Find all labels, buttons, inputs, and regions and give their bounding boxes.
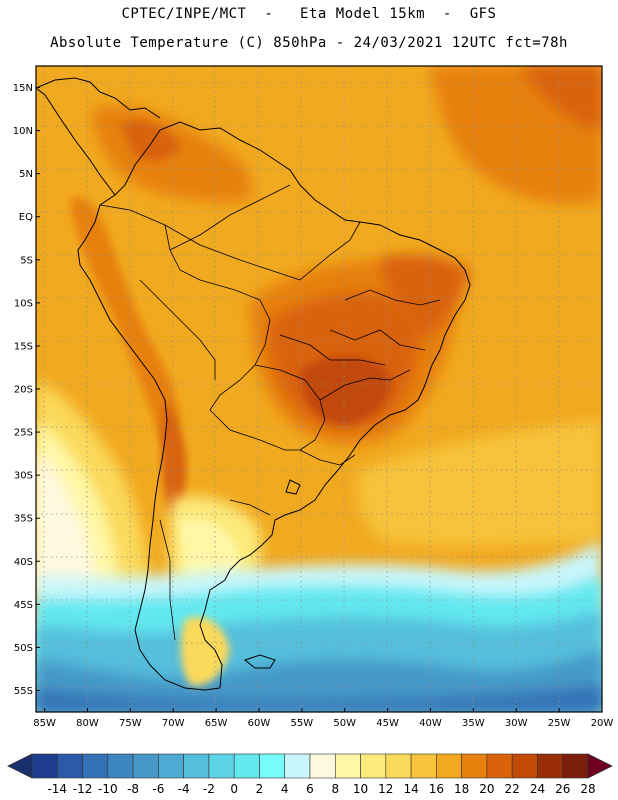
colorbar-swatch	[334, 753, 361, 779]
chart-title-line-1: CPTEC/INPE/MCT - Eta Model 15km - GFS	[121, 6, 497, 22]
lat-tick-label: 25S	[14, 428, 33, 439]
lat-tick-label: 10N	[13, 126, 33, 137]
lat-tick-label: 30S	[14, 471, 33, 482]
colorbar-label: 24	[530, 782, 545, 796]
lon-tick-label: 50W	[333, 718, 356, 729]
lon-tick-label: 65W	[205, 718, 228, 729]
colorbar-label: 20	[479, 782, 494, 796]
colorbar-swatch	[410, 753, 437, 779]
colorbar-swatch	[31, 753, 58, 779]
lat-tick-label: 20S	[14, 385, 33, 396]
colorbar-swatch	[486, 753, 513, 779]
lat-tick-label: 45S	[14, 600, 33, 611]
lon-tick-label: 55W	[291, 718, 314, 729]
lat-tick-label: 40S	[14, 557, 33, 568]
colorbar-swatch	[309, 753, 336, 779]
longitude-axis: 85W 80W 75W 70W 65W 60W 55W 50W 45W 40W 35W 30W 25W 2…	[33, 708, 613, 729]
colorbar-label: -2	[203, 782, 215, 796]
lon-tick-label: 70W	[162, 718, 185, 729]
lon-tick-label: 25W	[548, 718, 571, 729]
colorbar-swatch	[511, 753, 538, 779]
colorbar-label: -4	[178, 782, 190, 796]
lon-tick-label: 40W	[419, 718, 442, 729]
colorbar-label: 10	[353, 782, 368, 796]
colorbar-label: 26	[555, 782, 570, 796]
colorbar-label: -12	[73, 782, 93, 796]
lat-tick-label: 10S	[14, 298, 33, 309]
lon-tick-label: 85W	[33, 718, 56, 729]
colorbar-swatch	[107, 753, 134, 779]
lat-tick-label: 5N	[19, 169, 33, 180]
lat-tick-label: EQ	[19, 212, 33, 223]
colorbar-swatch	[360, 753, 387, 779]
lon-tick-label: 75W	[119, 718, 142, 729]
lon-tick-label: 20W	[591, 718, 614, 729]
colorbar-label: 18	[454, 782, 469, 796]
colorbar-swatch	[132, 753, 159, 779]
colorbar-label: 8	[331, 782, 339, 796]
colorbar-swatch	[284, 753, 311, 779]
colorbar-swatch	[158, 753, 184, 779]
lat-tick-label: 5S	[20, 255, 33, 266]
colorbar-swatch	[562, 753, 589, 779]
country-borders	[99, 184, 441, 641]
colorbar-swatch	[436, 753, 462, 779]
colorbar: -14 -12 -10 -8 -6 -4 -2 0 2 4 6 8 10 12 14 16 18 20 22 24 26…	[7, 753, 613, 796]
lat-tick-label: 50S	[14, 643, 33, 654]
colorbar-label: -6	[152, 782, 164, 796]
colorbar-swatch	[259, 753, 286, 779]
colorbar-label: 12	[378, 782, 393, 796]
colorbar-swatch	[208, 753, 235, 779]
coastlines	[36, 77, 471, 691]
lat-tick-label: 15S	[14, 341, 33, 352]
colorbar-label: 6	[306, 782, 314, 796]
colorbar-label: 4	[281, 782, 289, 796]
temperature-field	[36, 66, 602, 712]
colorbar-label: -8	[127, 782, 139, 796]
colorbar-swatch	[461, 753, 488, 779]
colorbar-swatch	[385, 753, 412, 779]
lon-tick-label: 45W	[376, 718, 399, 729]
lon-tick-label: 30W	[505, 718, 528, 729]
colorbar-label: 22	[505, 782, 520, 796]
colorbar-label: 0	[230, 782, 238, 796]
lat-tick-label: 55S	[14, 686, 33, 697]
lon-tick-label: 35W	[462, 718, 485, 729]
colorbar-label: 14	[403, 782, 418, 796]
colorbar-high-extend	[587, 753, 613, 779]
colorbar-swatch	[183, 753, 210, 779]
lat-tick-label: 35S	[14, 514, 33, 525]
colorbar-swatch	[537, 753, 564, 779]
colorbar-label: 16	[429, 782, 444, 796]
colorbar-swatch	[56, 753, 83, 779]
latitude-axis: 15N 10N 5N EQ 5S 10S 15S 20S 25S 30S 35S 40S 45S 50S 5…	[13, 83, 40, 697]
colorbar-label: -14	[47, 782, 67, 796]
lon-tick-label: 80W	[76, 718, 99, 729]
colorbar-label: 28	[580, 782, 595, 796]
colorbar-swatch	[233, 753, 260, 779]
colorbar-low-extend	[7, 753, 33, 779]
colorbar-label: -10	[98, 782, 118, 796]
colorbar-label: 2	[256, 782, 264, 796]
lon-tick-label: 60W	[248, 718, 271, 729]
colorbar-swatch	[82, 753, 109, 779]
lat-tick-label: 15N	[13, 83, 33, 94]
chart-title-line-2: Absolute Temperature (C) 850hPa - 24/03/…	[50, 35, 568, 51]
